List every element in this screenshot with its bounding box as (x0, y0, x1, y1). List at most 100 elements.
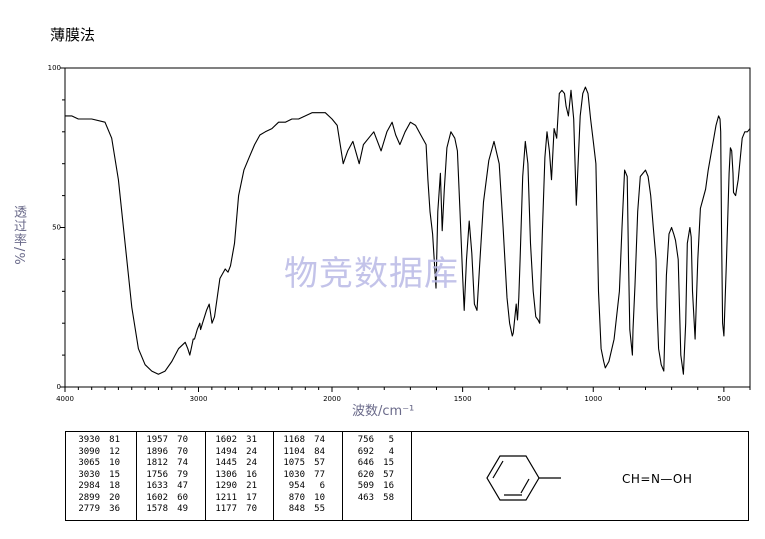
peak-wavenumber: 1177 (215, 504, 237, 514)
peak-row: 620 57 (344, 470, 394, 482)
x-axis-label: 波数/cm⁻¹ (352, 404, 415, 419)
peak-wavenumber: 954 (288, 481, 305, 491)
peak-wavenumber: 2899 (78, 492, 100, 503)
peak-row: 1602 60 (138, 493, 188, 505)
watermark-text: 物竞数据库 (284, 254, 459, 294)
peak-transmittance: 21 (246, 481, 257, 491)
peak-row: 848 55 (275, 504, 325, 516)
peak-transmittance: 6 (319, 481, 325, 491)
peak-wavenumber: 1602 (215, 435, 237, 445)
peak-wavenumber: 1306 (215, 469, 237, 480)
table-divider (205, 432, 206, 520)
peak-transmittance: 70 (246, 504, 257, 514)
peak-row: 692 4 (344, 447, 394, 459)
peak-row: 1578 49 (138, 504, 188, 516)
peak-wavenumber: 620 (357, 469, 374, 480)
peak-column: 1602 31 1494 24 1445 24 1306 16 1290 21 1211 17 1177… (207, 435, 257, 517)
structure-diagram: CH=N—OH (411, 432, 749, 520)
plot-frame (64, 67, 751, 388)
peak-transmittance: 49 (177, 504, 188, 514)
y-tick-label: 0 (57, 383, 61, 391)
peak-wavenumber: 509 (357, 481, 374, 491)
peak-transmittance: 84 (314, 446, 325, 457)
table-divider (273, 432, 274, 520)
peak-wavenumber: 1957 (146, 435, 168, 445)
peak-transmittance: 16 (383, 481, 394, 491)
peak-transmittance: 18 (109, 481, 120, 491)
peak-wavenumber: 2779 (78, 504, 100, 514)
peak-transmittance: 74 (177, 458, 188, 468)
peak-wavenumber: 2984 (78, 481, 100, 491)
peak-wavenumber: 1290 (215, 481, 237, 491)
benzene-ring-icon (486, 455, 561, 501)
peak-row: 463 58 (344, 493, 394, 505)
peak-wavenumber: 692 (357, 446, 374, 457)
peak-row: 1633 47 (138, 481, 188, 493)
peak-row: 3065 10 (70, 458, 120, 470)
peak-transmittance: 31 (246, 435, 257, 445)
peak-wavenumber: 463 (357, 492, 374, 503)
peak-column: 1168 74 1104 84 1075 57 1030 77 954 6 870 10 848 55 (275, 435, 325, 517)
peak-transmittance: 10 (109, 458, 120, 468)
peak-row: 1290 21 (207, 481, 257, 493)
peak-wavenumber: 1602 (146, 492, 168, 503)
peak-transmittance: 79 (177, 469, 188, 480)
axis-ticks: 4000 3000 2000 1500 1000 500 0 50 100 (48, 64, 751, 403)
peak-transmittance: 58 (383, 492, 394, 503)
peak-transmittance: 15 (383, 458, 394, 468)
peak-row: 1812 74 (138, 458, 188, 470)
peak-row: 954 6 (275, 481, 325, 493)
page-title: 薄膜法 (50, 26, 96, 44)
peak-transmittance: 36 (109, 504, 120, 514)
spectrum-series (65, 86, 751, 375)
ir-spectrum-chart: 4000 3000 2000 1500 1000 500 0 50 100 (48, 64, 751, 403)
y-tick-label: 100 (48, 64, 61, 72)
peak-transmittance: 16 (246, 469, 257, 480)
peak-wavenumber: 1075 (283, 458, 305, 468)
x-tick-label: 1500 (454, 395, 472, 403)
peak-wavenumber: 1812 (146, 458, 168, 468)
peak-row: 3090 12 (70, 447, 120, 459)
peak-transmittance: 81 (109, 435, 120, 445)
peak-wavenumber: 1633 (146, 481, 168, 491)
peak-column: 1957 70 1896 70 1812 74 1756 79 1633 47 1602 60 1578… (138, 435, 188, 517)
peak-row: 2984 18 (70, 481, 120, 493)
peak-table: 3930 81 3090 12 3065 10 3030 15 2984 18 2899 20 2779… (65, 431, 749, 521)
peak-wavenumber: 3930 (78, 435, 100, 445)
peak-transmittance: 55 (314, 504, 325, 514)
peak-transmittance: 70 (177, 435, 188, 445)
table-divider (342, 432, 343, 520)
peak-transmittance: 20 (109, 492, 120, 503)
peak-transmittance: 57 (383, 469, 394, 480)
peak-transmittance: 77 (314, 469, 325, 480)
peak-row: 1104 84 (275, 447, 325, 459)
spectrum-line (65, 86, 751, 375)
table-divider (136, 432, 137, 520)
peak-wavenumber: 1756 (146, 469, 168, 480)
peak-transmittance: 12 (109, 446, 120, 457)
peak-wavenumber: 1494 (215, 446, 237, 457)
y-axis-label: 透过率/% (11, 205, 26, 266)
peak-row: 646 15 (344, 458, 394, 470)
x-tick-label: 500 (717, 395, 730, 403)
peak-wavenumber: 1030 (283, 469, 305, 480)
peak-row: 870 10 (275, 493, 325, 505)
peak-wavenumber: 1211 (215, 492, 237, 503)
peak-row: 2899 20 (70, 493, 120, 505)
peak-row: 509 16 (344, 481, 394, 493)
peak-row: 1602 31 (207, 435, 257, 447)
peak-transmittance: 57 (314, 458, 325, 468)
peak-wavenumber: 848 (288, 504, 305, 514)
peak-row: 3930 81 (70, 435, 120, 447)
peak-wavenumber: 3090 (78, 446, 100, 457)
peak-row: 1030 77 (275, 470, 325, 482)
peak-wavenumber: 646 (357, 458, 374, 468)
peak-transmittance: 5 (388, 435, 394, 445)
peak-transmittance: 74 (314, 435, 325, 445)
x-tick-label: 3000 (190, 395, 208, 403)
peak-wavenumber: 1578 (146, 504, 168, 514)
peak-wavenumber: 3030 (78, 469, 100, 480)
peak-transmittance: 24 (246, 458, 257, 468)
peak-row: 1756 79 (138, 470, 188, 482)
peak-transmittance: 70 (177, 446, 188, 457)
